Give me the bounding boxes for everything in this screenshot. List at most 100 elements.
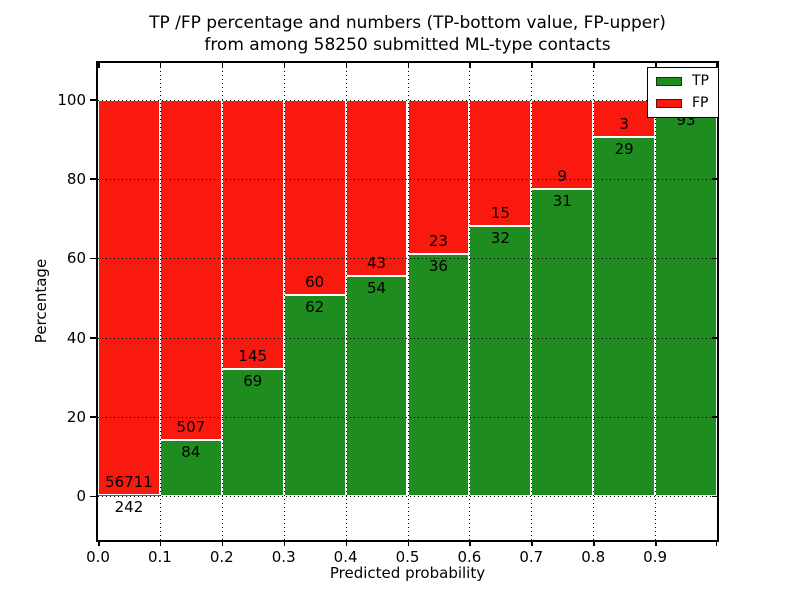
bar-fp-count-label: 56711: [105, 472, 153, 491]
y-tick: [90, 178, 96, 180]
y-tick: [90, 495, 96, 498]
chart-title: TP /FP percentage and numbers (TP-bottom…: [96, 12, 719, 56]
legend: TP FP: [647, 67, 719, 118]
legend-row: TP: [656, 74, 709, 89]
bar-fp-count-label: 9: [557, 167, 568, 186]
x-top-tick: [469, 63, 471, 68]
x-tick-label: 0.1: [147, 548, 172, 566]
gridline-v: [283, 63, 285, 540]
bar-tp-segment: [98, 494, 160, 497]
y-tick: [90, 99, 96, 101]
bar-fp-segment: [407, 99, 470, 255]
bar-fp-segment: [283, 99, 346, 295]
bar-tp-segment: [345, 275, 408, 497]
x-tick-label: 0.5: [395, 548, 420, 566]
x-tick-label: 0.0: [86, 548, 110, 566]
bar-fp-segment: [221, 99, 284, 369]
bar-tp-count-label: 31: [552, 192, 572, 211]
legend-swatch-tp: [656, 77, 682, 86]
y-tick: [90, 337, 96, 339]
y-right-tick: [712, 337, 717, 339]
y-tick-label: 20: [66, 408, 86, 427]
legend-row: FP: [656, 96, 709, 111]
x-tick-label: 0.9: [643, 548, 668, 566]
bar-fp-count-label: 23: [428, 232, 448, 251]
x-top-tick: [655, 63, 657, 68]
bar-tp-segment: [407, 254, 470, 497]
chart-title-line1: TP /FP percentage and numbers (TP-bottom…: [149, 13, 666, 33]
x-tick: [531, 540, 533, 546]
bar-tp-count-label: 32: [490, 229, 510, 248]
y-tick-label: 80: [66, 170, 86, 189]
plot-area: 56711 242 507 84 145 69 60 62 43 54 23 36 15 32 9 31 3 29…: [57, 61, 719, 566]
x-tick: [159, 540, 162, 546]
x-top-tick: [98, 63, 100, 68]
bar-tp-segment: [531, 189, 594, 497]
bar-fp-count-label: 15: [490, 204, 510, 223]
bar-fp-count-label: 507: [176, 418, 206, 437]
bar-fp-segment: [98, 99, 160, 495]
x-tick: [221, 540, 224, 546]
x-tick: [593, 540, 595, 546]
x-top-tick: [407, 63, 409, 68]
bar-tp-count-label: 54: [367, 278, 387, 297]
gridline-v: [221, 63, 223, 540]
gridline-v: [159, 63, 161, 540]
bar-tp-segment: [655, 108, 717, 497]
y-tick-label: 40: [66, 328, 86, 347]
gridline-v: [655, 63, 657, 540]
x-tick: [98, 540, 100, 546]
bar-tp-segment: [221, 368, 284, 497]
y-tick: [90, 257, 96, 260]
bar-fp-count-label: 60: [305, 272, 325, 291]
bar-fp-count-label: 145: [238, 346, 268, 365]
x-tick-label: 0.8: [581, 548, 606, 566]
bar-tp-count-label: 29: [614, 140, 634, 159]
x-tick-label: 0.3: [271, 548, 296, 566]
x-top-tick: [221, 63, 224, 68]
bar-tp-count-label: 69: [243, 371, 263, 390]
y-right-tick: [712, 178, 717, 180]
gridline-v: [593, 63, 595, 540]
x-top-tick: [715, 63, 717, 68]
y-right-tick: [712, 495, 717, 498]
x-tick-label: 0.6: [457, 548, 482, 566]
legend-swatch-fp: [656, 99, 682, 108]
x-tick-label: 0.2: [209, 548, 234, 566]
x-top-tick: [159, 63, 162, 68]
x-tick: [655, 540, 657, 546]
x-tick-label: 0.7: [519, 548, 544, 566]
gridline-v: [407, 63, 409, 540]
gridline-v: [531, 63, 533, 540]
legend-label-fp: FP: [692, 95, 709, 111]
bar-fp-segment: [345, 99, 408, 276]
legend-label-tp: TP: [692, 73, 709, 89]
gridline-v: [469, 63, 471, 540]
chart-title-line2: from among 58250 submitted ML-type conta…: [204, 35, 611, 55]
bar-tp-count-label: 84: [181, 443, 201, 462]
x-tick: [469, 540, 471, 546]
y-tick-label: 100: [57, 90, 86, 109]
bar-fp-segment: [159, 99, 222, 441]
y-right-tick: [712, 416, 717, 418]
x-top-tick: [345, 63, 348, 68]
bar-tp-count-label: 242: [114, 497, 144, 516]
bar-fp-segment: [469, 99, 532, 227]
x-tick: [345, 540, 348, 546]
x-top-tick: [283, 63, 286, 68]
bar-tp-segment: [283, 294, 346, 497]
bar-tp-segment: [469, 226, 532, 497]
x-tick: [407, 540, 409, 546]
y-right-tick: [712, 257, 717, 260]
x-tick: [283, 540, 286, 546]
x-top-tick: [531, 63, 533, 68]
bar-tp-count-label: 62: [305, 297, 325, 316]
bar-fp-count-label: 43: [367, 253, 387, 272]
x-top-tick: [593, 63, 595, 68]
y-tick-label: 0: [76, 487, 86, 506]
y-axis-label: Percentage: [32, 258, 50, 344]
y-tick-label: 60: [66, 249, 86, 268]
bar-tp-segment: [593, 137, 656, 497]
bar-tp-count-label: 36: [428, 257, 448, 276]
